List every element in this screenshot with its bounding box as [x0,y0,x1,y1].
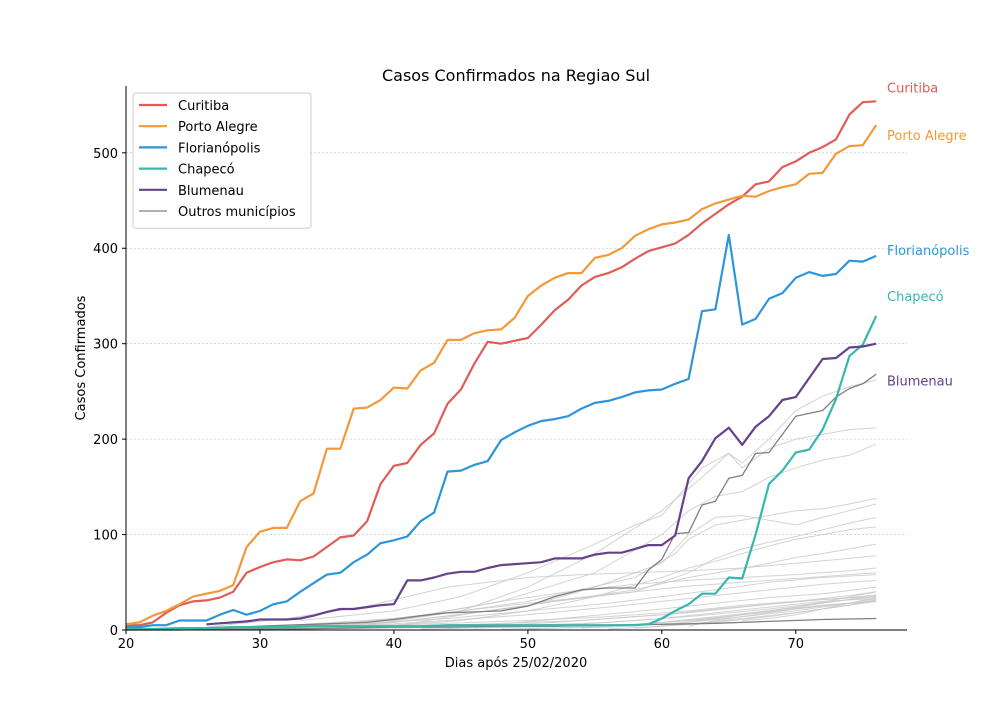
axes-layer: 20 30 40 50 60 70 0 100 200 300 400 500 [93,86,907,652]
background-line-1 [300,379,877,621]
legend-label-blumenau: Blumenau [178,184,244,199]
background-line-2 [367,427,877,626]
legend-label-florianopolis: Florianópolis [178,141,261,156]
background-line-28 [608,600,877,630]
legend-label-curitiba: Curitiba [178,99,229,114]
y-tick-label-300: 300 [93,338,118,353]
background-line-4 [259,497,877,629]
x-tick-label-30: 30 [252,637,269,652]
x-tick-label-40: 40 [386,637,403,652]
end-label-porto-alegre: Porto Alegre [887,129,967,144]
x-axis-label: Dias após 25/02/2020 [445,656,588,671]
x-tick-label-20: 20 [118,637,135,652]
background-line-6 [259,516,877,628]
end-label-curitiba: Curitiba [887,81,938,96]
end-label-florianopolis: Florianópolis [887,244,970,259]
legend-label-porto-alegre: Porto Alegre [178,120,258,135]
series-line-outros-1 [206,373,877,629]
y-axis-label: Casos Confirmados [74,295,89,420]
series-line-blumenau [206,342,877,626]
legend-label-outros-municipios: Outros municípios [178,205,296,220]
legend: Curitiba Porto Alegre Florianópolis Chapecó… [132,92,312,229]
background-lines-layer [206,379,877,630]
background-line-13 [340,579,877,628]
x-tick-label-60: 60 [654,637,671,652]
end-label-chapeco: Chapecó [887,290,944,305]
y-tick-label-500: 500 [93,147,118,162]
y-tick-label-400: 400 [93,242,118,257]
y-tick-label-100: 100 [93,529,118,544]
series-line-curitiba [126,100,877,627]
background-line-27 [742,598,877,621]
background-line-11 [313,572,877,629]
background-line-12 [233,574,877,630]
background-line-10 [259,567,877,629]
chart-title: Casos Confirmados na Regiao Sul [382,66,650,85]
y-tick-label-0: 0 [110,624,118,639]
background-line-23 [286,596,877,630]
end-label-blumenau: Blumenau [887,375,953,390]
x-tick-label-70: 70 [788,637,805,652]
series-line-chapeco [126,315,878,631]
series-line-florianopolis [126,233,877,629]
legend-label-chapeco: Chapecó [178,163,235,178]
end-labels-layer: Curitiba Porto Alegre Florianópolis Chapecó… [887,81,970,389]
series-line-porto-alegre [125,124,878,626]
x-tick-label-50: 50 [520,637,537,652]
y-tick-label-200: 200 [93,433,118,448]
background-line-24 [420,591,877,630]
series-layer [125,100,878,631]
legend-box [132,92,312,229]
